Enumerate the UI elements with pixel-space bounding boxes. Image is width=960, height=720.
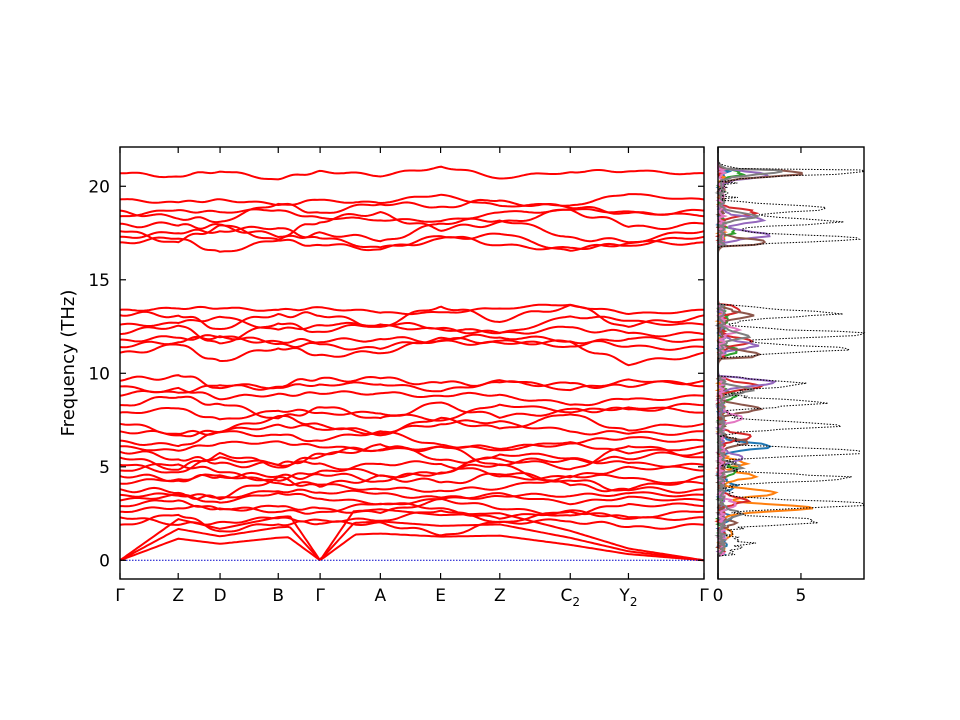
band-line (119, 193, 705, 208)
band-line (119, 225, 705, 251)
dos-x-tick-label: 5 (796, 586, 807, 606)
x-axis-ticks: Γ Z D B Γ A E Z C2 Y2 Γ (115, 147, 709, 609)
k-point-label: Y2 (618, 586, 637, 609)
k-point-label: Z (172, 586, 184, 606)
band-line (119, 460, 704, 482)
band-line (119, 303, 704, 316)
y-tick-label: 20 (88, 177, 110, 197)
k-point-label: C2 (560, 586, 580, 609)
band-line (120, 440, 705, 455)
band-line (119, 315, 705, 335)
band-line (119, 520, 705, 562)
k-point-label: A (375, 586, 387, 606)
y-tick-label: 0 (99, 551, 110, 571)
band-lines (119, 165, 705, 562)
band-line (119, 374, 705, 391)
k-point-subscript: 2 (630, 595, 638, 609)
band-line (120, 334, 705, 349)
k-point-label: Γ (699, 586, 709, 606)
k-point-subscript: 2 (572, 595, 580, 609)
band-line (119, 217, 705, 244)
band-line (119, 386, 705, 407)
k-point-label: Γ (315, 586, 325, 606)
band-line (119, 322, 705, 345)
y-tick-label: 15 (88, 271, 110, 291)
band-line (119, 303, 705, 331)
dos-total-line (717, 147, 866, 579)
band-line (119, 491, 705, 506)
k-point-label: E (435, 586, 446, 606)
dos-plot-frame (717, 146, 865, 580)
band-plot-frame (119, 146, 705, 580)
y-axis-title: Frequency (THz) (58, 290, 79, 437)
band-line (119, 513, 705, 537)
band-line (119, 208, 705, 239)
band-line (119, 472, 705, 501)
band-line (119, 198, 705, 224)
k-point-label: Z (494, 586, 506, 606)
band-line (120, 232, 704, 253)
k-point-label: B (272, 586, 284, 606)
band-line (120, 497, 705, 517)
k-point-label: D (214, 586, 227, 606)
y-tick-label: 10 (88, 364, 110, 384)
band-line (119, 165, 705, 181)
band-line (119, 452, 705, 479)
k-point-label: Γ (115, 586, 125, 606)
band-line (119, 473, 705, 493)
band-line (120, 395, 704, 420)
band-line (119, 413, 705, 437)
band-line (119, 532, 705, 562)
y-axis-ticks: 0 5 10 15 20 (88, 177, 864, 571)
band-line (119, 509, 704, 526)
y-tick-label: 5 (99, 458, 110, 478)
dos-x-tick-label: 0 (713, 586, 724, 606)
